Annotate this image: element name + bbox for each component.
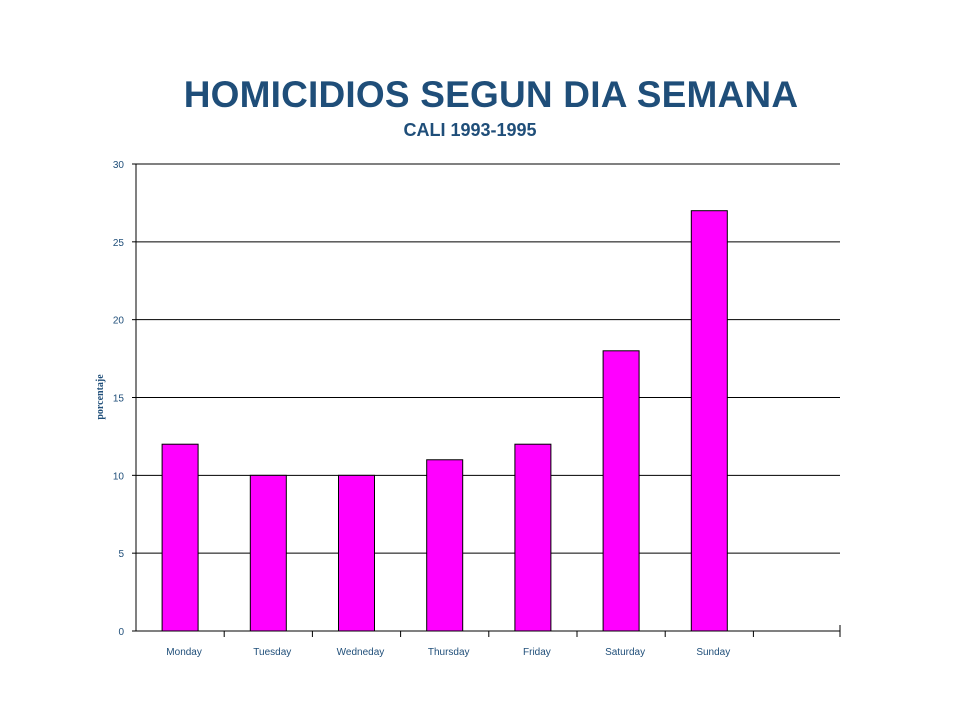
y-tick-label: 30: [113, 160, 125, 171]
bars: [161, 210, 728, 632]
tick-labels: 0 5 10 15 20 25 30 Monday Tuesday Wedneday Thursda…: [113, 160, 730, 658]
y-tick-label: 25: [113, 238, 125, 249]
gridlines: [136, 163, 840, 554]
y-tick-label: 20: [113, 316, 125, 327]
y-axis-title: porcentaje: [95, 374, 106, 420]
x-tick-label: Thursday: [428, 647, 470, 658]
x-tick-label: Friday: [523, 647, 551, 658]
chart-subtitle: CALI 1993-1995: [403, 120, 537, 140]
x-tick-label: Monday: [166, 647, 202, 658]
y-tick-label: 15: [113, 394, 125, 405]
bar-wedneday: [338, 474, 375, 632]
bar-tuesday: [249, 474, 287, 632]
y-tick-label: 0: [118, 627, 124, 638]
axes: [132, 163, 841, 637]
y-tick-label: 5: [118, 549, 124, 560]
chart-title: HOMICIDIOS SEGUN DIA SEMANA: [183, 74, 799, 115]
bar-thursday: [426, 459, 464, 632]
bar-saturday: [602, 350, 640, 632]
bar-friday: [514, 443, 552, 632]
y-tick-label: 10: [113, 471, 125, 482]
x-tick-label: Wedneday: [337, 647, 385, 658]
bar-sunday: [690, 210, 728, 632]
bar-monday: [161, 443, 199, 632]
x-tick-label: Tuesday: [253, 647, 291, 658]
x-tick-label: Sunday: [696, 647, 730, 658]
x-tick-label: Saturday: [605, 647, 645, 658]
